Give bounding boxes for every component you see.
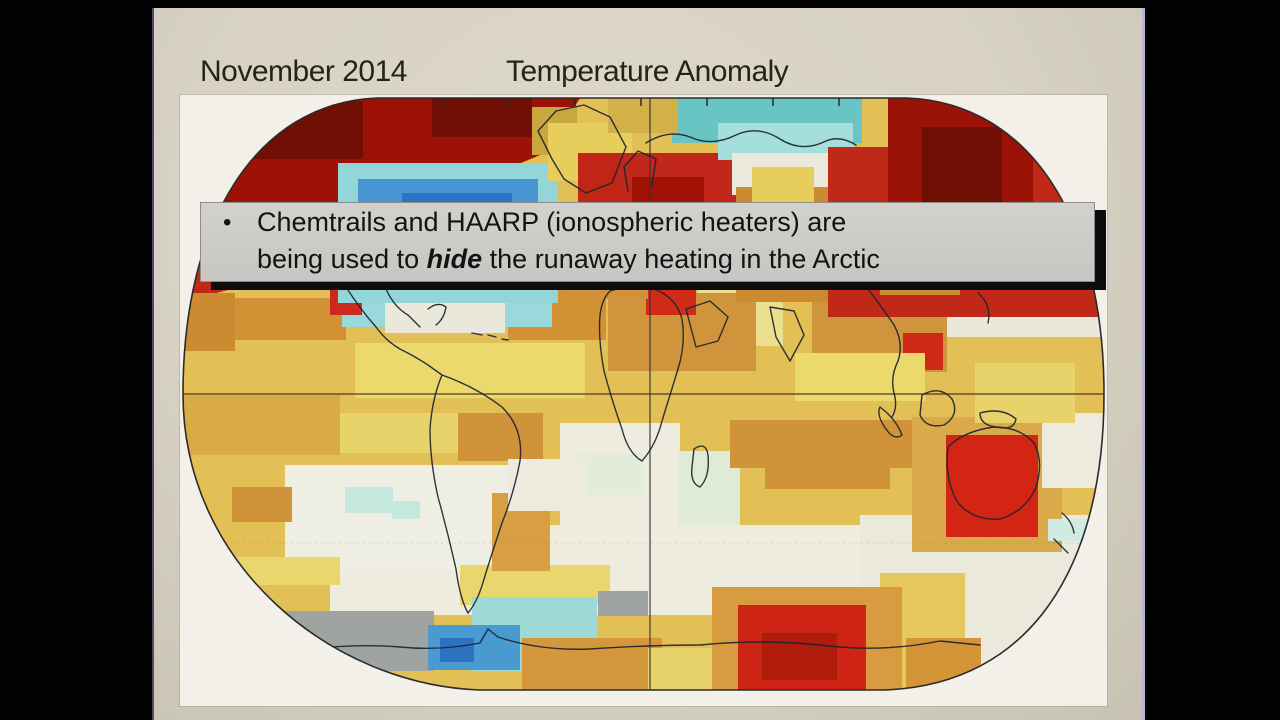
map-region-equator-yellow-right (795, 353, 925, 401)
overlay-line-1: Chemtrails and HAARP (ionospheric heater… (257, 207, 847, 237)
coastline-madagascar (690, 445, 710, 488)
map-region-left-edge-orange (183, 293, 235, 351)
map-region-ne-asia-deepest-red (922, 127, 1002, 202)
coastline-scandinavia (623, 150, 657, 192)
coastlines (297, 104, 1075, 652)
coastline-arabia (685, 300, 729, 348)
anomaly-patches (183, 98, 1104, 690)
map-region-east-antarctica-red-dark (762, 633, 837, 680)
coastline-antarctica (297, 628, 981, 652)
overlay-emphasis-word: hide (426, 244, 483, 274)
map-region-arctic-nw-deepred-cores (432, 98, 532, 137)
overlay-text-box: • Chemtrails and HAARP (ionospheric heat… (200, 202, 1095, 282)
map-region-southern-ocean-gray-mid (598, 591, 648, 616)
coastline-south-america (429, 374, 522, 614)
map-region-se-brazil-white (508, 459, 586, 511)
map-region-right-edge-pale (1042, 413, 1104, 488)
coastline-greenland (537, 104, 627, 194)
map-region-indian-ocean-orange-band (730, 420, 920, 468)
map-region-new-zealand-cyan (1048, 519, 1088, 541)
coastline-north-america (345, 286, 443, 376)
title-label: Temperature Anomaly (506, 55, 789, 88)
map-region-equator-yellow-left (355, 343, 585, 398)
map-region-south-of-equator-gold (183, 395, 340, 455)
map-panel (180, 95, 1107, 706)
title-date: November 2014 (200, 55, 407, 88)
map-region-south-yellow-patches (235, 557, 340, 585)
map-region-south-pacific-orange-spot (232, 487, 292, 522)
map-region-siberia-yellow (752, 167, 814, 203)
slide-title: November 2014 Temperature Anomaly (154, 55, 1142, 91)
map-region-australia-red (946, 435, 1038, 537)
coastline-india (769, 306, 805, 362)
coastline-japan (977, 292, 990, 324)
projector-screen: November 2014 Temperature Anomaly (152, 8, 1145, 720)
world-temperature-anomaly-map (182, 97, 1105, 691)
map-region-brazil-orange (458, 413, 543, 461)
map-region-antarctic-peninsula-blue-dark (440, 638, 474, 662)
map-region-antarctica-yellow-coast (648, 648, 713, 690)
map-region-arctic-nw-deepred-cores (228, 101, 363, 159)
longitude-ticks (442, 98, 840, 106)
coastline-caribbean-islands (471, 332, 509, 341)
overlay-line-2: being used to hide the runaway heating i… (257, 244, 880, 274)
coastline-arctic-siberia (645, 130, 857, 148)
map-region-south-atlantic-green-tinge (578, 453, 643, 495)
map-region-equator-right-yellow (975, 363, 1075, 423)
map-region-gulf-pale (385, 303, 505, 333)
map-region-bottom-right-orange-streak (906, 638, 981, 690)
overlay-text: Chemtrails and HAARP (ionospheric heater… (257, 204, 1086, 278)
map-region-south-pacific-cyan-specks (392, 501, 420, 519)
bullet-icon: • (223, 209, 232, 236)
map-region-southern-ocean-gray-left (266, 611, 434, 671)
coastline-gulf-florida (385, 288, 447, 328)
coastline-africa (598, 285, 685, 462)
coastline-indonesia (878, 390, 1017, 438)
coastline-se-asia (867, 288, 901, 418)
map-region-indian-ocean-orange-band (765, 463, 890, 489)
coastline-new-zealand (1053, 512, 1075, 554)
coastline-australia (946, 426, 1041, 520)
map-region-top-mid-olive (608, 98, 678, 133)
map-region-south-pacific-cyan-specks (345, 487, 393, 513)
